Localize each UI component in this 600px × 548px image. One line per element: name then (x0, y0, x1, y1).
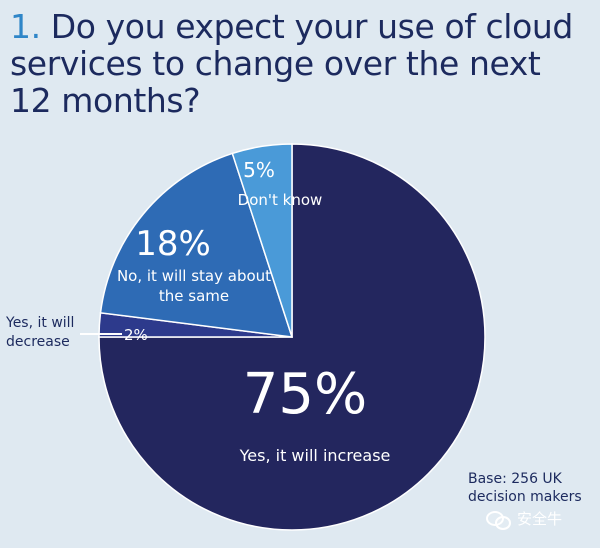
decrease-text-label: Yes, it will decrease (6, 315, 75, 350)
increase-percent-label: 75% (242, 362, 368, 427)
increase-text-label: Yes, it will increase (239, 446, 391, 465)
pie-slices (98, 143, 486, 531)
base-note: Base: 256 UK decision makers (468, 471, 582, 505)
decrease-percent-label: 2% (124, 326, 148, 344)
chart-title: 1. Do you expect your use of cloud servi… (10, 8, 590, 119)
dontknow-percent-label: 5% (243, 158, 275, 182)
question-text: Do you expect your use of cloud services… (10, 7, 573, 120)
question-number: 1. (10, 7, 41, 46)
pie-slice-2 (99, 152, 294, 338)
dontknow-text-label: Don't know (237, 191, 323, 209)
watermark: 安全牛 (486, 508, 563, 530)
same-text-label: No, it will stay about the same (116, 267, 272, 305)
pie-slice-3 (231, 143, 293, 338)
watermark-text: 安全牛 (517, 510, 563, 528)
wechat-icon (486, 509, 512, 530)
pie-slice-0 (98, 143, 486, 531)
same-percent-label: 18% (135, 224, 211, 264)
